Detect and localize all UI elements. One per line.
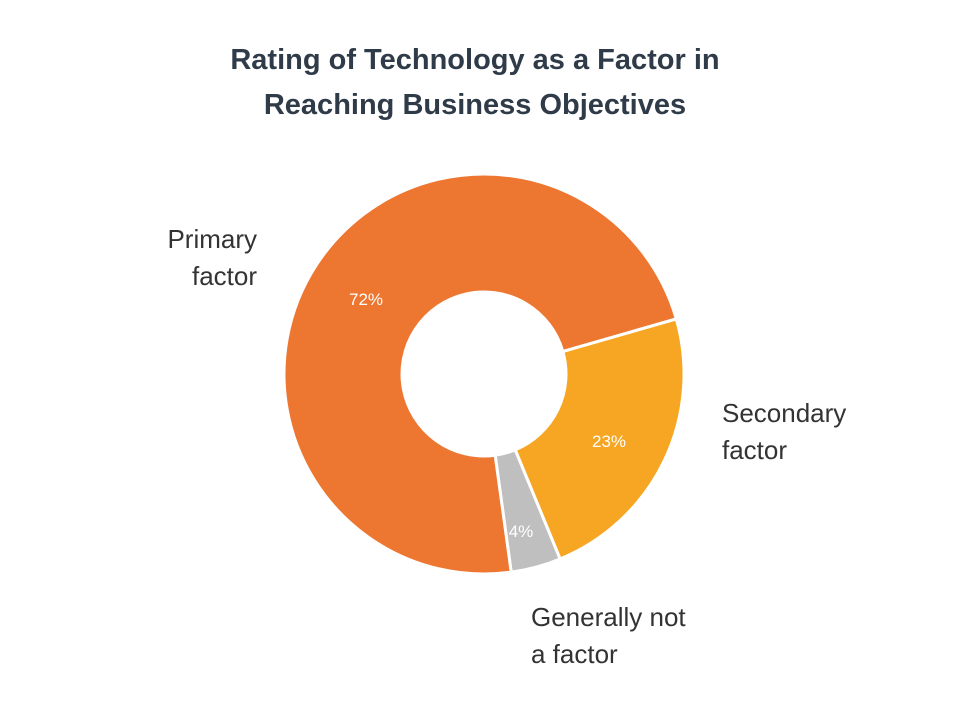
donut-labels: 23% Secondary factor 4% Generally not a facto… [167,224,846,669]
donut-slices [282,172,686,576]
data-label-secondary: 23% [592,432,626,451]
data-label-primary: 72% [349,290,383,309]
data-label-not-factor: 4% [509,522,534,541]
category-label-not-factor-line-2: a factor [531,639,618,669]
category-label-secondary-line-1: Secondary [722,398,846,428]
category-label-secondary-line-2: factor [722,435,787,465]
category-label-not-factor-line-1: Generally not [531,602,686,632]
slice-primary [282,172,678,576]
category-label-primary-line-1: Primary [167,224,257,254]
chart-title-line-2: Reaching Business Objectives [264,89,686,121]
slice-secondary [513,317,686,561]
category-label-primary-line-2: factor [192,261,257,291]
chart-title-line-1: Rating of Technology as a Factor in [230,44,719,76]
